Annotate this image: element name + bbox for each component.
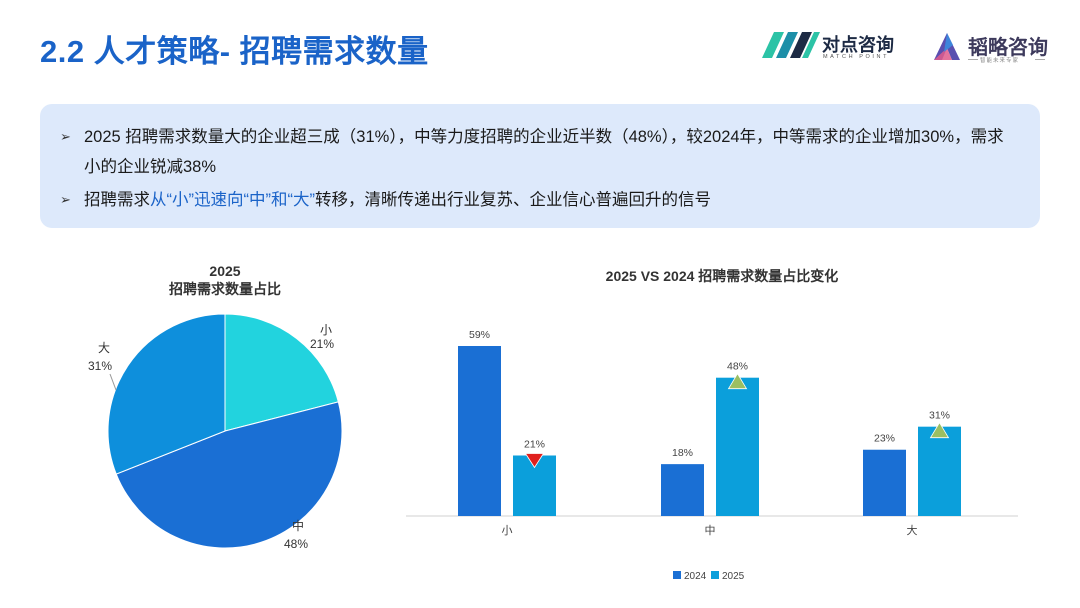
page-title: 2.2 人才策略- 招聘需求数量: [40, 34, 429, 69]
bar-value-label: 21%: [524, 438, 545, 450]
taolue-logo-subtitle: 智能未来专家: [980, 58, 1020, 64]
bar-2024-2: [661, 464, 704, 516]
legend-label: 2024: [684, 571, 707, 582]
summary-bullet-2: ➢ 招聘需求从“小”迅速向“中”和“大”转移，清晰传递出行业复苏、企业信心普遍回…: [60, 185, 1020, 215]
bar-value-label: 59%: [469, 329, 490, 341]
match-point-logo-subtitle: MATCH POINT: [823, 54, 890, 60]
match-point-logo-mark: [762, 32, 820, 58]
summary-bullet-2-pre: 招聘需求: [84, 191, 150, 209]
pie-slice-3: [107, 313, 226, 475]
bar-value-label: 23%: [874, 433, 895, 445]
bar-2025-2: [716, 377, 759, 516]
pie-slice-label: 大: [98, 341, 110, 355]
pie-slice-value: 21%: [310, 337, 334, 351]
bar-chart-title: 2025 VS 2024 招聘需求数量占比变化: [605, 268, 839, 284]
pie-chart-title: 2025 招聘需求数量占比: [130, 262, 320, 298]
pie-chart-title-line2: 招聘需求数量占比: [169, 281, 281, 297]
bar-2024-1: [458, 346, 501, 516]
pie-leader-line: [109, 373, 117, 391]
pie-slice-value: 48%: [284, 537, 308, 551]
pie-chart: 小21% 中 48% 大 31%: [88, 313, 343, 551]
summary-bullet-1: ➢ 2025 招聘需求数量大的企业超三成（31%），中等力度招聘的企业近半数（4…: [60, 122, 1020, 182]
bullet-arrow-icon: ➢: [60, 129, 71, 144]
bar-value-label: 31%: [929, 410, 950, 422]
bullet-arrow-icon: ➢: [60, 192, 71, 207]
trend-up-icon: [727, 372, 748, 390]
bar-chart: 59% 21% 小 18% 48% 中 23% 31% 大 2024 2025: [406, 329, 1018, 582]
summary-panel: ➢ 2025 招聘需求数量大的企业超三成（31%），中等力度招聘的企业近半数（4…: [40, 104, 1040, 228]
bar-2025-3: [918, 426, 961, 516]
pie-slice-label: 小: [320, 323, 332, 337]
pie-slice-value: 31%: [88, 359, 112, 373]
summary-bullet-2-post: 转移，清晰传递出行业复苏、企业信心普遍回升的信号: [314, 191, 711, 209]
pie-slice-1: [224, 313, 339, 432]
legend-swatch: [711, 571, 719, 579]
match-point-logo: 对点咨询 MATCH POINT: [762, 28, 910, 64]
match-point-logo-name: 对点咨询: [822, 35, 894, 55]
x-tick-label: 小: [502, 524, 513, 537]
pie-chart-title-line1: 2025: [209, 263, 241, 279]
legend-swatch: [673, 571, 681, 579]
x-tick-label: 中: [705, 524, 716, 537]
bar-value-label: 48%: [727, 361, 748, 373]
bar-value-label: 18%: [672, 447, 693, 459]
bar-2024-3: [863, 449, 906, 516]
taolue-logo-rule-left: [968, 59, 978, 60]
taolue-logo-rule-right: [1035, 59, 1045, 60]
trend-up-icon: [929, 421, 950, 439]
legend-label: 2025: [722, 571, 745, 582]
pie-slice-label: 中: [292, 518, 304, 533]
summary-bullet-2-highlight: 从“小”迅速向“中”和“大”: [150, 191, 315, 209]
pie-slice-2: [115, 401, 343, 549]
trend-down-icon: [524, 453, 545, 469]
taolue-logo-name: 韬略咨询: [968, 37, 1048, 59]
taolue-logo: 韬略咨询 智能未来专家: [930, 30, 1055, 66]
x-tick-label: 大: [907, 523, 918, 537]
summary-bullet-1-text: 2025 招聘需求数量大的企业超三成（31%），中等力度招聘的企业近半数（48%…: [84, 128, 1004, 176]
taolue-logo-mark: [934, 33, 960, 60]
